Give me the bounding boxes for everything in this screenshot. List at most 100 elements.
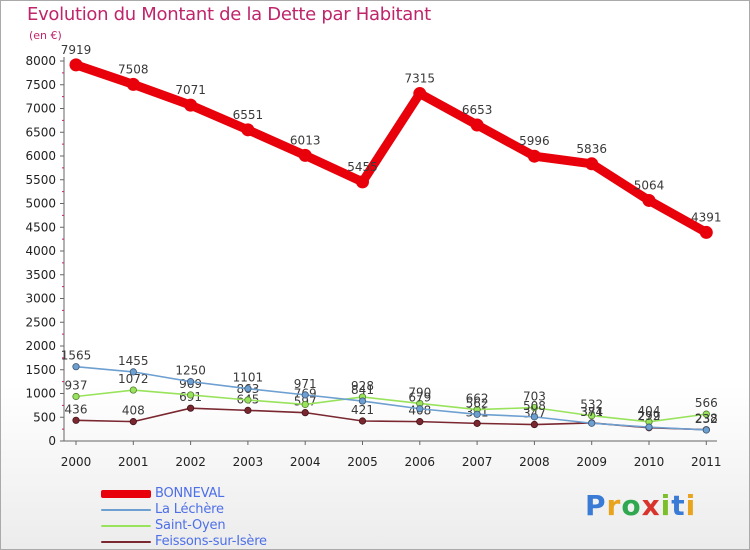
data-label: 1565 bbox=[61, 349, 92, 363]
y-tick-label: 2500 bbox=[25, 315, 56, 329]
y-tick-label: 4000 bbox=[25, 244, 56, 258]
y-tick-label: 5500 bbox=[25, 173, 56, 187]
data-point bbox=[530, 420, 539, 429]
data-point bbox=[416, 405, 424, 413]
data-point bbox=[129, 386, 137, 394]
data-label: 232 bbox=[695, 412, 718, 426]
y-tick-label: 3500 bbox=[25, 268, 56, 282]
data-label: 790 bbox=[408, 385, 431, 399]
data-label: 4391 bbox=[691, 210, 722, 224]
x-tick-label: 2005 bbox=[347, 455, 378, 469]
data-label: 971 bbox=[294, 377, 317, 391]
legend-swatch bbox=[101, 509, 151, 511]
x-tick-label: 2007 bbox=[462, 455, 493, 469]
x-tick-label: 2004 bbox=[290, 455, 321, 469]
data-label: 7071 bbox=[175, 83, 206, 97]
x-tick-label: 2001 bbox=[118, 455, 149, 469]
data-point bbox=[356, 175, 369, 189]
data-label: 703 bbox=[523, 390, 546, 404]
logo-letter: P bbox=[585, 489, 607, 522]
data-label: 408 bbox=[122, 404, 145, 418]
data-point bbox=[72, 392, 80, 401]
legend-label: La Léchère bbox=[155, 502, 224, 517]
y-tick-label: 4500 bbox=[25, 220, 56, 234]
proxiti-logo: Proxiti bbox=[585, 489, 696, 522]
x-tick-label: 2011 bbox=[691, 455, 722, 469]
data-point bbox=[473, 419, 481, 427]
data-label: 1455 bbox=[118, 354, 149, 368]
data-point bbox=[358, 397, 367, 405]
data-point bbox=[298, 148, 312, 162]
data-point bbox=[187, 391, 195, 399]
data-label: 292 bbox=[638, 409, 661, 423]
x-tick-label: 2008 bbox=[519, 455, 550, 469]
data-point bbox=[301, 409, 309, 417]
data-point bbox=[702, 410, 710, 418]
x-tick-label: 2003 bbox=[233, 455, 264, 469]
data-point bbox=[588, 412, 596, 420]
data-point bbox=[244, 406, 252, 414]
data-point bbox=[301, 400, 309, 409]
data-point bbox=[126, 77, 140, 91]
series-line-saint-oyen bbox=[75, 389, 708, 423]
legend-swatch bbox=[101, 525, 151, 527]
legend-swatch bbox=[101, 541, 151, 543]
data-label: 841 bbox=[351, 383, 374, 397]
data-label: 508 bbox=[523, 399, 546, 413]
y-tick-label: 1500 bbox=[25, 363, 56, 377]
data-point bbox=[588, 419, 596, 427]
data-label: 436 bbox=[65, 402, 88, 416]
data-label: 6653 bbox=[462, 103, 493, 117]
data-label: 5996 bbox=[519, 134, 550, 148]
data-point bbox=[187, 378, 195, 386]
data-point bbox=[301, 391, 309, 399]
y-tick-label: 6000 bbox=[25, 149, 56, 163]
data-label: 679 bbox=[408, 391, 431, 405]
logo-letter: r bbox=[606, 489, 622, 522]
data-label: 5836 bbox=[576, 142, 607, 156]
legend-label: BONNEVAL bbox=[155, 486, 225, 501]
data-label: 662 bbox=[466, 392, 489, 406]
data-label: 928 bbox=[351, 379, 374, 393]
y-tick-label: 7500 bbox=[25, 78, 56, 92]
x-tick-label: 2010 bbox=[634, 455, 665, 469]
logo-letter: x bbox=[641, 489, 661, 522]
y-tick-label: 3000 bbox=[25, 292, 56, 306]
chart-title: Evolution du Montant de la Dette par Hab… bbox=[27, 4, 431, 25]
data-label: 374 bbox=[580, 405, 603, 419]
data-point bbox=[184, 98, 198, 112]
data-label: 1101 bbox=[233, 371, 264, 385]
y-tick-label: 5000 bbox=[25, 197, 56, 211]
data-label: 7508 bbox=[118, 62, 149, 76]
y-tick-label: 6500 bbox=[25, 125, 56, 139]
logo-letter: o bbox=[621, 489, 642, 522]
data-label: 404 bbox=[638, 404, 661, 418]
data-point bbox=[358, 417, 367, 425]
data-label: 1250 bbox=[175, 364, 206, 378]
data-point bbox=[702, 426, 710, 434]
data-label: 6551 bbox=[233, 108, 264, 122]
data-point bbox=[642, 193, 656, 207]
y-tick-label: 8000 bbox=[25, 54, 56, 68]
series-line-la-l-ch-re bbox=[75, 365, 708, 431]
data-point bbox=[413, 87, 427, 101]
data-point bbox=[244, 396, 252, 404]
y-tick-label: 2000 bbox=[25, 339, 56, 353]
data-point bbox=[585, 157, 599, 171]
y-tick-label: 0 bbox=[48, 434, 56, 448]
legend-label: Feissons-sur-Isère bbox=[155, 534, 267, 549]
x-tick-label: 2006 bbox=[405, 455, 436, 469]
y-tick-label: 500 bbox=[33, 410, 56, 424]
data-point bbox=[470, 118, 484, 132]
legend-label: Saint-Oyen bbox=[155, 518, 226, 533]
data-point bbox=[244, 385, 252, 393]
data-point bbox=[473, 410, 481, 418]
data-label: 5064 bbox=[634, 178, 665, 192]
data-point bbox=[645, 423, 653, 431]
data-label: 421 bbox=[351, 403, 374, 417]
series-line-feissons-sur-is-re bbox=[75, 407, 708, 431]
series-line-bonneval bbox=[71, 60, 711, 237]
data-point bbox=[187, 404, 195, 412]
data-label: 5455 bbox=[347, 160, 378, 174]
